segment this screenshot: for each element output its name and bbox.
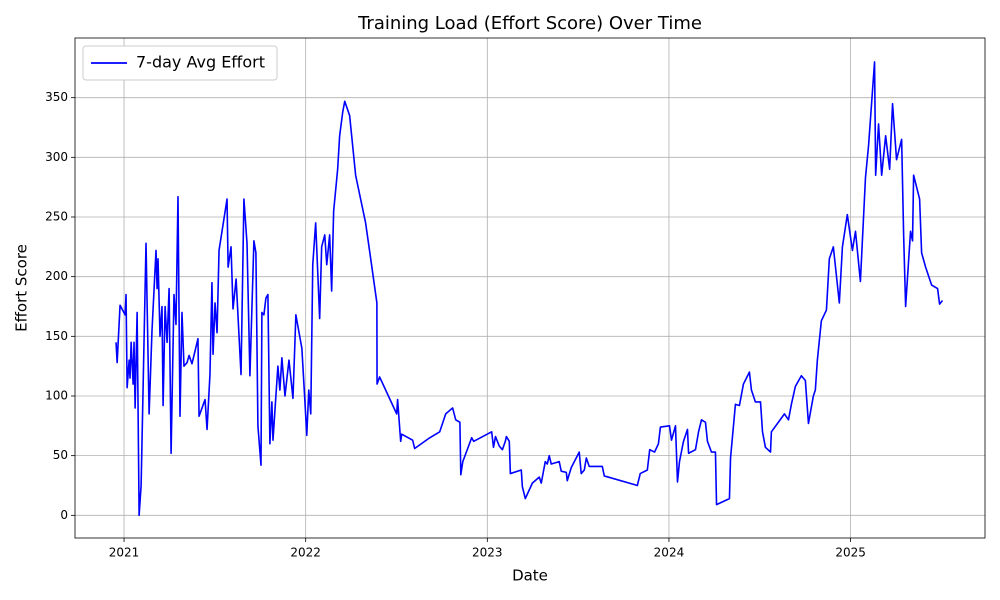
legend-label: 7-day Avg Effort <box>136 53 265 72</box>
grid: 2021 2022 2023 2024 2025 0 50 100 150 200 250 300 35… <box>45 38 985 560</box>
y-tick-label: 300 <box>45 150 68 164</box>
axes-frame <box>74 37 986 539</box>
chart-title: Training Load (Effort Score) Over Time <box>357 13 702 34</box>
y-tick-label: 350 <box>45 90 68 104</box>
y-tick-label: 200 <box>45 269 68 283</box>
y-tick-label: 0 <box>60 508 68 522</box>
y-tick-label: 250 <box>45 209 68 223</box>
legend-box <box>82 45 278 81</box>
x-tick-label: 2023 <box>472 546 503 560</box>
y-tick-label: 100 <box>45 388 68 402</box>
y-tick-label: 150 <box>45 329 68 343</box>
x-tick-label: 2022 <box>290 546 321 560</box>
y-tick-label: 50 <box>53 448 68 462</box>
plot-area <box>115 61 944 517</box>
x-tick-label: 2025 <box>835 546 866 560</box>
legend: 7-day Avg Effort <box>82 45 278 81</box>
x-axis-label: Date <box>512 567 548 585</box>
data-line <box>115 61 944 517</box>
x-tick-label: 2021 <box>109 546 140 560</box>
y-axis-label: Effort Score <box>13 244 31 332</box>
x-tick-label: 2024 <box>654 546 685 560</box>
